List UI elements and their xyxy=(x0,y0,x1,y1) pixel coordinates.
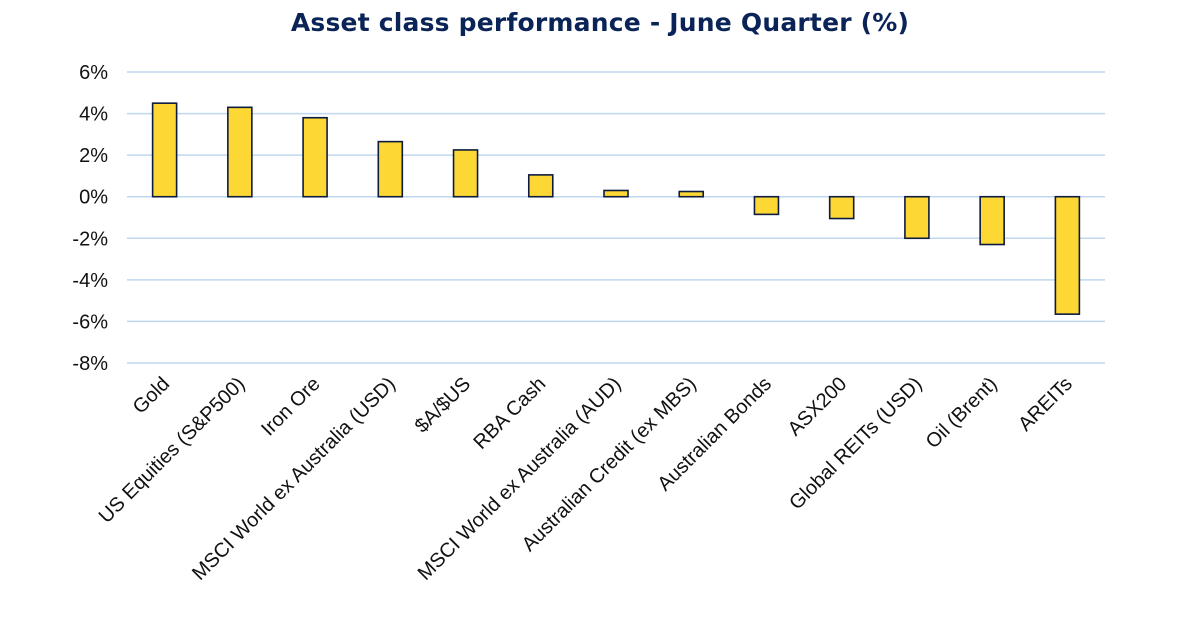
bar xyxy=(302,116,328,198)
bar xyxy=(979,195,1005,246)
bar xyxy=(678,190,705,198)
bar xyxy=(452,149,479,198)
y-tick-label: 4% xyxy=(79,104,108,126)
x-tick-label: RBA Cash xyxy=(470,373,551,454)
x-tick-label: Oil (Brent) xyxy=(922,373,1002,453)
bar xyxy=(1054,195,1081,315)
x-tick-label: Iron Ore xyxy=(257,373,324,440)
bar xyxy=(227,106,253,198)
bars xyxy=(151,102,1081,315)
x-tick-label: Gold xyxy=(129,373,174,418)
bar xyxy=(753,195,780,216)
bar xyxy=(151,102,178,198)
y-tick-label: -6% xyxy=(72,311,108,333)
y-tick-label: 0% xyxy=(79,187,108,209)
x-tick-label: AREITs xyxy=(1014,373,1077,436)
y-tick-label: -8% xyxy=(72,353,108,375)
y-axis-tick-labels: 6% 4% 2% 0% -2% -4% -6% -8% xyxy=(72,62,108,375)
bar xyxy=(527,174,554,198)
chart-title: Asset class performance - June Quarter (… xyxy=(290,8,910,37)
y-tick-label: -4% xyxy=(72,270,108,292)
x-tick-label: $A/$US xyxy=(411,373,475,437)
bar xyxy=(603,189,629,198)
x-tick-label: ASX200 xyxy=(784,373,851,440)
gridlines xyxy=(127,71,1105,364)
bar xyxy=(828,195,855,220)
y-tick-label: 2% xyxy=(79,145,108,167)
x-tick-label: US Equities (S&P500) xyxy=(95,373,250,528)
y-tick-label: -2% xyxy=(72,228,108,250)
x-tick-label: Global REITs (USD) xyxy=(785,373,926,514)
bar xyxy=(904,195,930,240)
y-tick-label: 6% xyxy=(79,62,108,84)
bar xyxy=(377,140,404,198)
